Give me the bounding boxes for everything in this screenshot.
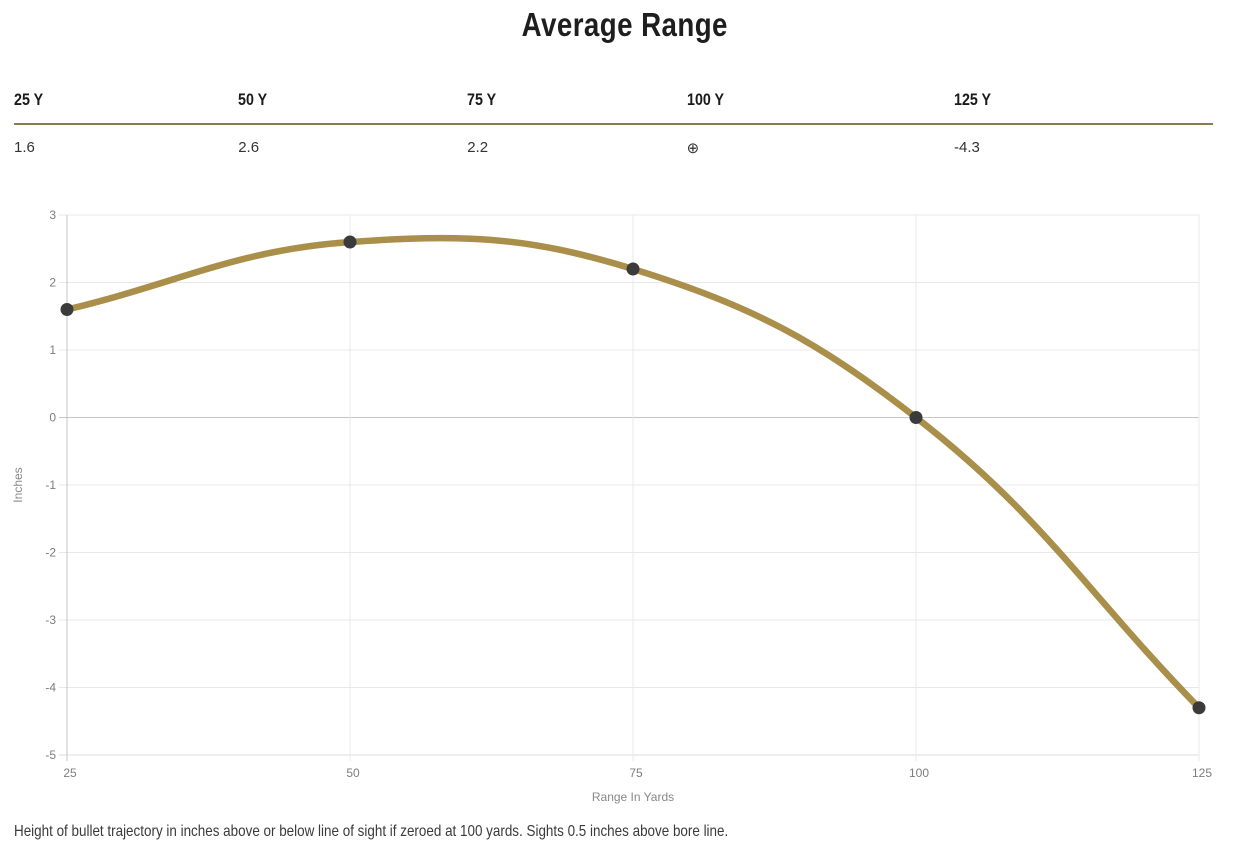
range-value-75y: 2.2 xyxy=(467,139,489,156)
range-value-25y: 1.6 xyxy=(14,139,35,156)
y-tick-label: -1 xyxy=(45,478,56,492)
range-table-value-row: 1.6 2.6 2.2 ⊕ -4.3 xyxy=(14,125,1213,157)
trajectory-line xyxy=(63,234,1203,712)
y-tick-label: -2 xyxy=(45,546,56,560)
table-divider xyxy=(14,123,1213,125)
range-header-75y: 75 Y xyxy=(467,90,497,109)
data-point[interactable] xyxy=(60,303,74,316)
x-tick-label: 75 xyxy=(629,766,643,780)
trajectory-chart[interactable]: 3 2 1 0 -1 -2 -3 -4 -5 25 50 75 100 125 Inches Range In… xyxy=(0,200,1249,810)
range-value-125y: -4.3 xyxy=(953,139,980,156)
y-axis-title: Inches xyxy=(11,467,25,502)
x-tick-label: 100 xyxy=(909,766,929,780)
chart-footnote: Height of bullet trajectory in inches ab… xyxy=(14,823,729,840)
x-axis-title: Range In Yards xyxy=(592,790,674,804)
range-value-50y: 2.6 xyxy=(238,139,260,156)
range-header-100y: 100 Y xyxy=(686,90,724,109)
range-value-100y zero-crosshair-icon: ⊕ xyxy=(686,140,700,157)
page-title: Average Range xyxy=(521,6,728,43)
y-tick-label: 3 xyxy=(49,208,56,222)
trajectory-chart-canvas[interactable]: 3 2 1 0 -1 -2 -3 -4 -5 25 50 75 100 125 Inches Range In… xyxy=(0,200,1249,810)
range-header-25y: 25 Y xyxy=(14,90,44,109)
range-header-125y: 125 Y xyxy=(953,90,992,109)
data-point[interactable] xyxy=(626,262,640,276)
chart-footnote-row: Height of bullet trajectory in inches ab… xyxy=(14,822,864,842)
data-point[interactable] xyxy=(1192,701,1206,715)
y-tick-label: 2 xyxy=(49,276,56,290)
data-point[interactable] xyxy=(909,411,923,424)
range-table-header-row: 25 Y 50 Y 75 Y 100 Y 125 Y xyxy=(14,90,1213,110)
page-title-row: Average Range xyxy=(0,6,1249,44)
x-tick-label: 25 xyxy=(63,766,77,780)
y-tick-label: 0 xyxy=(49,411,56,425)
range-table: 25 Y 50 Y 75 Y 100 Y 125 Y 1.6 2.6 2.2 ⊕… xyxy=(14,90,1213,157)
range-header-50y: 50 Y xyxy=(238,90,268,109)
x-tick-label: 50 xyxy=(346,766,360,780)
y-tick-label: -4 xyxy=(45,681,56,695)
data-point[interactable] xyxy=(343,235,357,249)
y-tick-label: 1 xyxy=(49,343,56,357)
y-tick-label: -5 xyxy=(45,748,56,762)
y-tick-label: -3 xyxy=(45,613,56,627)
x-tick-label: 125 xyxy=(1192,766,1212,780)
